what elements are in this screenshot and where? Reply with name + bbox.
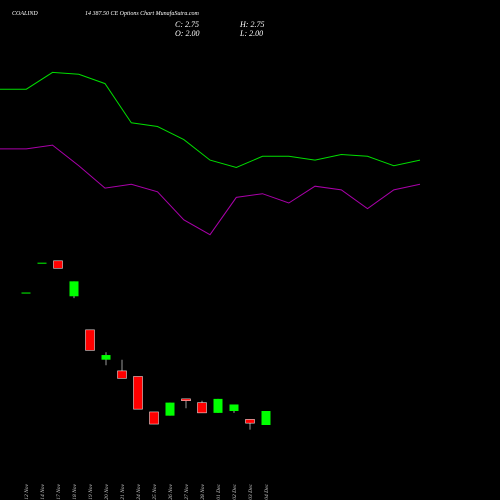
x-tick-label: 03 Dec xyxy=(248,483,254,499)
x-tick-label: 12 Nov xyxy=(24,483,30,499)
candle-body xyxy=(181,398,191,401)
symbol: COALIND xyxy=(12,11,38,17)
candle-body xyxy=(261,411,271,425)
candle-body xyxy=(53,260,63,269)
x-tick-label: 02 Dec xyxy=(232,483,238,499)
x-tick-label: 24 Nov xyxy=(135,483,142,499)
candle-body xyxy=(117,370,127,379)
close-label: C: 2.75 xyxy=(175,20,199,29)
candle-body xyxy=(229,404,239,412)
indicator-line xyxy=(0,71,421,169)
x-tick-label: 19 Nov xyxy=(88,483,94,499)
candle-body xyxy=(245,419,255,424)
indicator-line xyxy=(0,144,421,236)
x-tick-label: 21 Nov xyxy=(120,483,126,499)
candle-body xyxy=(69,281,79,297)
x-tick-label: 25 Nov xyxy=(152,483,158,499)
low-label: L: 2.00 xyxy=(239,29,263,38)
candle-body xyxy=(197,402,207,414)
candle-body xyxy=(165,402,175,416)
x-tick-label: 18 Nov xyxy=(72,483,78,499)
candle-body xyxy=(213,398,223,413)
x-tick-label: 26 Nov xyxy=(168,483,174,499)
x-tick-label: 04 Dec xyxy=(263,483,270,499)
candle-body xyxy=(21,292,31,294)
x-tick-label: 20 Nov xyxy=(104,483,110,499)
high-label: H: 2.75 xyxy=(239,20,264,29)
candle-body xyxy=(133,376,143,410)
candle-body xyxy=(37,262,47,264)
x-tick-label: 27 Nov xyxy=(184,483,190,499)
open-label: O: 2.00 xyxy=(175,29,199,38)
x-tick-label: 01 Dec xyxy=(216,483,222,499)
x-tick-label: 14 Nov xyxy=(39,483,46,499)
candle-body xyxy=(101,355,111,360)
x-tick-label: 17 Nov xyxy=(56,483,62,499)
x-tick-label: 28 Nov xyxy=(200,483,206,499)
candle-body xyxy=(85,329,95,351)
candle-body xyxy=(149,411,159,425)
chart-title: 14 387.50 CE Options Chart MunafaSutra.c… xyxy=(85,10,200,17)
